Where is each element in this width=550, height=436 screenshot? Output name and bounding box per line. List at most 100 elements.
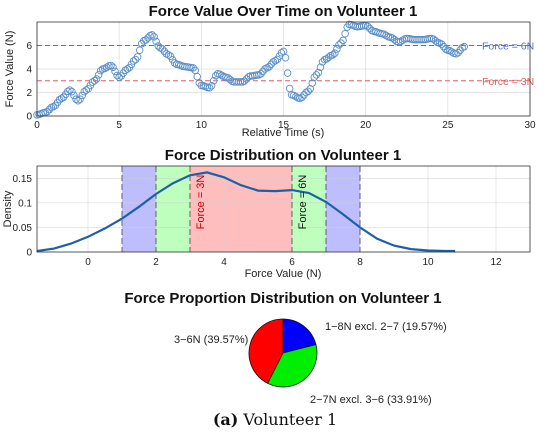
chart2-x-tick-0: 0 — [85, 257, 91, 268]
data-point-interp — [207, 81, 216, 90]
chart1-x-tick-15: 15 — [278, 120, 290, 131]
figure-caption: (a) Volunteer 1 — [0, 410, 550, 429]
data-point-interp — [285, 84, 294, 93]
chart1-x-tick-0: 0 — [34, 120, 40, 131]
chart2-x-tick-6: 6 — [289, 257, 295, 268]
data-point-interp — [101, 64, 109, 73]
caption-tag: (a) — [212, 410, 239, 429]
data-point-interp — [76, 95, 84, 103]
data-point-interp — [152, 37, 160, 46]
chart2-x-tick-4: 4 — [221, 257, 227, 268]
reference-label-6n: Force = 6N — [482, 41, 534, 53]
data-point — [57, 94, 66, 103]
data-point — [312, 71, 321, 79]
data-point-interp — [314, 68, 323, 77]
band-7-8 — [326, 166, 360, 252]
chart1-x-tick-5: 5 — [116, 120, 122, 131]
time-series-chart: Force Value Over Time on Volunteer 1 For… — [4, 3, 536, 139]
figure: Force Value Over Time on Volunteer 1 For… — [2, 3, 536, 406]
chart3-title: Force Proportion Distribution on Volunte… — [124, 290, 441, 307]
data-point-interp — [96, 66, 105, 75]
data-point — [189, 64, 197, 72]
data-point-interp — [133, 53, 142, 61]
data-point — [123, 65, 132, 73]
data-point-interp — [158, 45, 167, 53]
data-point-interp — [78, 91, 86, 100]
pie-label-3-6n: 3−6N (39.57%) — [174, 334, 248, 346]
chart2-x-ticks: 0 2 4 6 8 10 12 — [85, 257, 502, 268]
chart1-y-tick-4: 4 — [26, 65, 32, 76]
data-point-interp — [150, 33, 158, 41]
data-point-interp — [218, 71, 226, 80]
data-point — [74, 96, 82, 105]
chart2-y-ticks: 0 0.05 0.1 0.15 — [13, 174, 33, 259]
pie-slice-2 — [248, 318, 284, 384]
data-point — [82, 86, 91, 94]
data-point — [329, 51, 337, 59]
data-point-interp — [324, 53, 333, 62]
data-point-interp — [142, 36, 150, 44]
data-point-interp — [43, 107, 52, 116]
chart2-y-tick-0: 0 — [26, 248, 32, 259]
chart2-y-tick-0.1: 0.1 — [18, 198, 32, 209]
chart1-points — [33, 20, 469, 119]
band-1-2 — [122, 166, 156, 252]
chart1-x-label: Relative Time (s) — [242, 127, 325, 139]
chart2-bands — [122, 166, 360, 252]
chart2-plot-frame — [36, 165, 531, 253]
chart2-y-label: Density — [2, 190, 14, 227]
data-point-interp — [240, 77, 249, 85]
chart1-plot-frame — [36, 21, 531, 117]
chart1-y-ticks: 0 2 4 6 — [26, 41, 32, 123]
band-6-7 — [292, 166, 326, 252]
data-point-interp — [339, 36, 347, 45]
data-point — [107, 61, 115, 70]
chart1-x-tick-20: 20 — [360, 120, 372, 131]
data-point-interp — [209, 76, 218, 85]
chart2-y-tick-0.05: 0.05 — [13, 223, 33, 234]
data-point — [90, 76, 99, 85]
data-point-interp — [310, 73, 319, 82]
data-point-interp — [94, 71, 103, 79]
data-point-interp — [431, 37, 440, 45]
band-label-6n: Force = 6N — [297, 175, 309, 230]
data-point-interp — [64, 87, 72, 96]
data-point-interp — [316, 63, 325, 71]
data-point-interp — [382, 31, 390, 40]
band-2-3 — [156, 166, 190, 252]
pie-label-1-8n: 1−8N excl. 2−7 (19.57%) — [325, 321, 447, 333]
chart2-x-tick-10: 10 — [422, 257, 434, 268]
chart2-title: Force Distribution on Volunteer 1 — [165, 147, 401, 164]
data-point-interp — [341, 30, 349, 38]
data-point-interp — [170, 59, 179, 67]
data-point-interp — [281, 53, 290, 62]
pie-label-2-7n: 2−7N excl. 3−6 (33.91%) — [310, 394, 432, 406]
data-point-interp — [72, 95, 80, 103]
data-point-interp — [236, 78, 245, 86]
chart1-title: Force Value Over Time on Volunteer 1 — [149, 3, 418, 20]
data-point-interp — [109, 63, 117, 71]
chart2-band-edges — [121, 166, 361, 252]
chart1-x-tick-10: 10 — [196, 120, 208, 131]
pie-slice-1 — [267, 344, 318, 388]
chart2-x-tick-8: 8 — [357, 257, 363, 268]
data-point-interp — [257, 70, 265, 78]
density-chart: Force Distribution on Volunteer 1 Force … — [2, 147, 531, 280]
data-point-interp — [446, 46, 454, 55]
band-label-3n: Force = 3N — [195, 175, 207, 230]
data-point-interp — [70, 91, 78, 100]
data-point-interp — [333, 45, 341, 53]
chart2-band-labels: Force = 3N Force = 6N — [195, 175, 309, 230]
data-point — [205, 84, 214, 92]
chart2-y-tick-0.15: 0.15 — [13, 174, 33, 185]
data-point-interp — [277, 49, 286, 57]
chart1-x-tick-25: 25 — [442, 120, 454, 131]
chart1-x-ticks: 0 5 10 15 20 25 30 — [34, 120, 536, 131]
data-point-interp — [111, 67, 119, 76]
data-point-interp — [437, 40, 446, 48]
data-point-interp — [331, 49, 339, 57]
data-point-interp — [283, 69, 292, 77]
pie-slices — [248, 318, 318, 388]
data-point — [49, 102, 58, 111]
pie-chart: Force Proportion Distribution on Volunte… — [124, 290, 446, 406]
